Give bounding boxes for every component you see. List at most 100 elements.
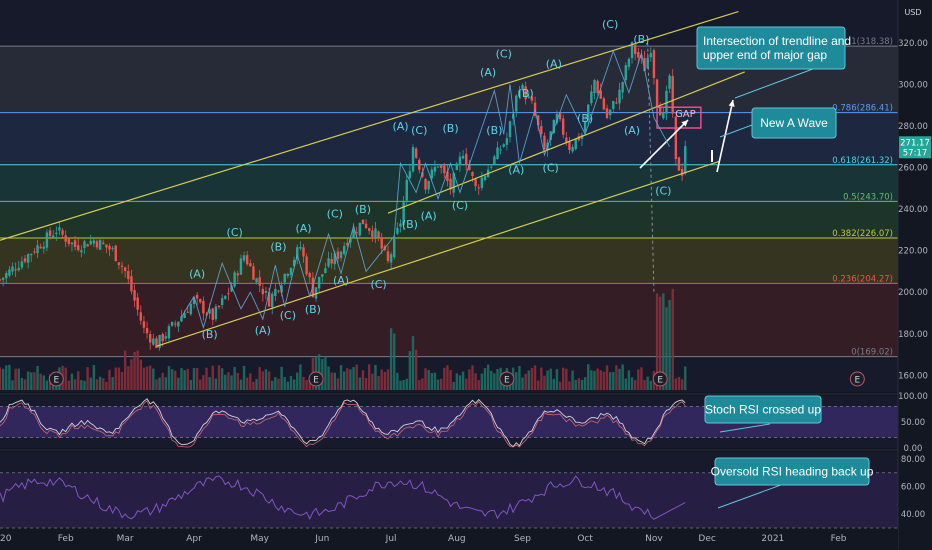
wave-label: (C) <box>327 207 343 220</box>
volume-bar <box>627 370 631 390</box>
volume-bar <box>264 369 268 390</box>
new-a-wave-note-text: New A Wave <box>760 116 828 130</box>
candle-body <box>86 244 89 247</box>
candle-body <box>233 272 236 287</box>
candle-body <box>264 290 268 293</box>
fib-level-label: 0.786(286.41) <box>832 104 893 114</box>
candle-body <box>224 295 227 299</box>
volume-bar <box>152 368 155 390</box>
candle-body <box>120 265 124 267</box>
volume-bar <box>230 375 233 390</box>
candle-body <box>286 273 290 277</box>
volume-bars <box>0 288 687 390</box>
stoch-tick-label: 100.00 <box>898 392 928 402</box>
volume-bar <box>14 368 17 390</box>
volume-bar <box>242 365 246 390</box>
candle-body <box>499 149 502 151</box>
candle-body <box>612 101 615 109</box>
trend-channel[interactable]: GAP <box>0 11 846 347</box>
date-tick-label: Feb <box>58 534 74 544</box>
candle-body <box>77 245 80 251</box>
volume-bar <box>671 288 674 390</box>
earnings-marker <box>48 371 64 387</box>
volume-bar <box>659 296 662 390</box>
volume-bar <box>120 371 124 390</box>
rsi-line <box>0 475 686 521</box>
volume-bar <box>333 372 336 390</box>
arrow-to-gap-right <box>716 99 734 173</box>
volume-bar <box>587 364 590 390</box>
volume-bar <box>211 365 214 390</box>
volume-bar <box>380 369 383 390</box>
candle-body <box>583 121 587 132</box>
volume-bar <box>192 368 196 390</box>
candle-body <box>608 109 612 116</box>
candle-body <box>352 229 355 238</box>
candle-body <box>180 316 183 322</box>
volume-bar <box>383 371 387 390</box>
volume-bar <box>605 365 609 390</box>
volume-bar <box>565 368 568 390</box>
candle-body <box>393 236 396 258</box>
volume-bar <box>86 367 89 390</box>
volume-bar <box>111 377 114 390</box>
candle-body <box>214 306 218 320</box>
candle-body <box>314 287 318 299</box>
volume-bar <box>167 366 171 390</box>
volume-bar <box>330 372 333 390</box>
candle-body <box>274 288 277 296</box>
candle-body <box>637 52 640 58</box>
volume-bar <box>543 375 546 390</box>
arrow-to-gap-right-head <box>728 100 735 107</box>
candle-body <box>130 276 133 292</box>
volume-bar <box>621 364 624 390</box>
volume-bar <box>515 372 518 390</box>
candle-body <box>80 250 83 253</box>
candle-body <box>114 245 117 262</box>
stoch-rsi-note-box <box>704 395 822 424</box>
price-axis-bg <box>898 0 932 550</box>
volume-bar <box>73 379 77 390</box>
volume-bar <box>477 380 480 390</box>
volume-bar <box>142 367 146 390</box>
candle-body <box>496 147 499 159</box>
candle-body <box>30 253 33 256</box>
candle-body <box>0 279 2 281</box>
date-tick-label: Jul <box>385 534 397 544</box>
candle-body <box>83 241 86 249</box>
arrow-to-gap-left <box>639 119 689 169</box>
volume-bar <box>655 293 659 390</box>
volume-bar <box>286 381 290 390</box>
rsi-tick-label: 80.00 <box>901 455 925 465</box>
volume-bar <box>5 365 8 390</box>
candle-body <box>430 169 433 179</box>
volume-bar <box>427 370 430 390</box>
candle-body <box>349 237 352 243</box>
volume-bar <box>280 366 283 390</box>
volume-bar <box>536 380 540 390</box>
volume-bar <box>39 373 42 390</box>
volume-bar <box>568 381 571 390</box>
date-tick-label: 2021 <box>761 534 784 544</box>
wave-label: (C) <box>655 185 671 198</box>
candle-body <box>684 146 687 174</box>
volume-bar <box>98 376 102 390</box>
candle-body <box>70 242 74 245</box>
volume-bar <box>0 367 2 390</box>
candle-body <box>245 255 249 265</box>
candle-body <box>145 328 149 334</box>
volume-bar <box>596 368 599 390</box>
fibonacci-retracement[interactable]: 1(318.38) 0.786(286.41) 0.618(261.32) 0.5(2… <box>0 37 898 358</box>
price-tick-label: 180.00 <box>898 330 928 340</box>
earnings-marker-label: E <box>313 376 319 386</box>
candle-body <box>555 113 559 123</box>
stoch-k-line <box>0 398 686 448</box>
volume-bar <box>148 365 152 390</box>
candle-body <box>236 273 239 276</box>
candle-body <box>380 237 383 249</box>
candle-body <box>1 277 5 280</box>
candle-body <box>8 269 11 276</box>
candle-body <box>280 285 283 293</box>
stoch-d-line <box>0 400 686 448</box>
